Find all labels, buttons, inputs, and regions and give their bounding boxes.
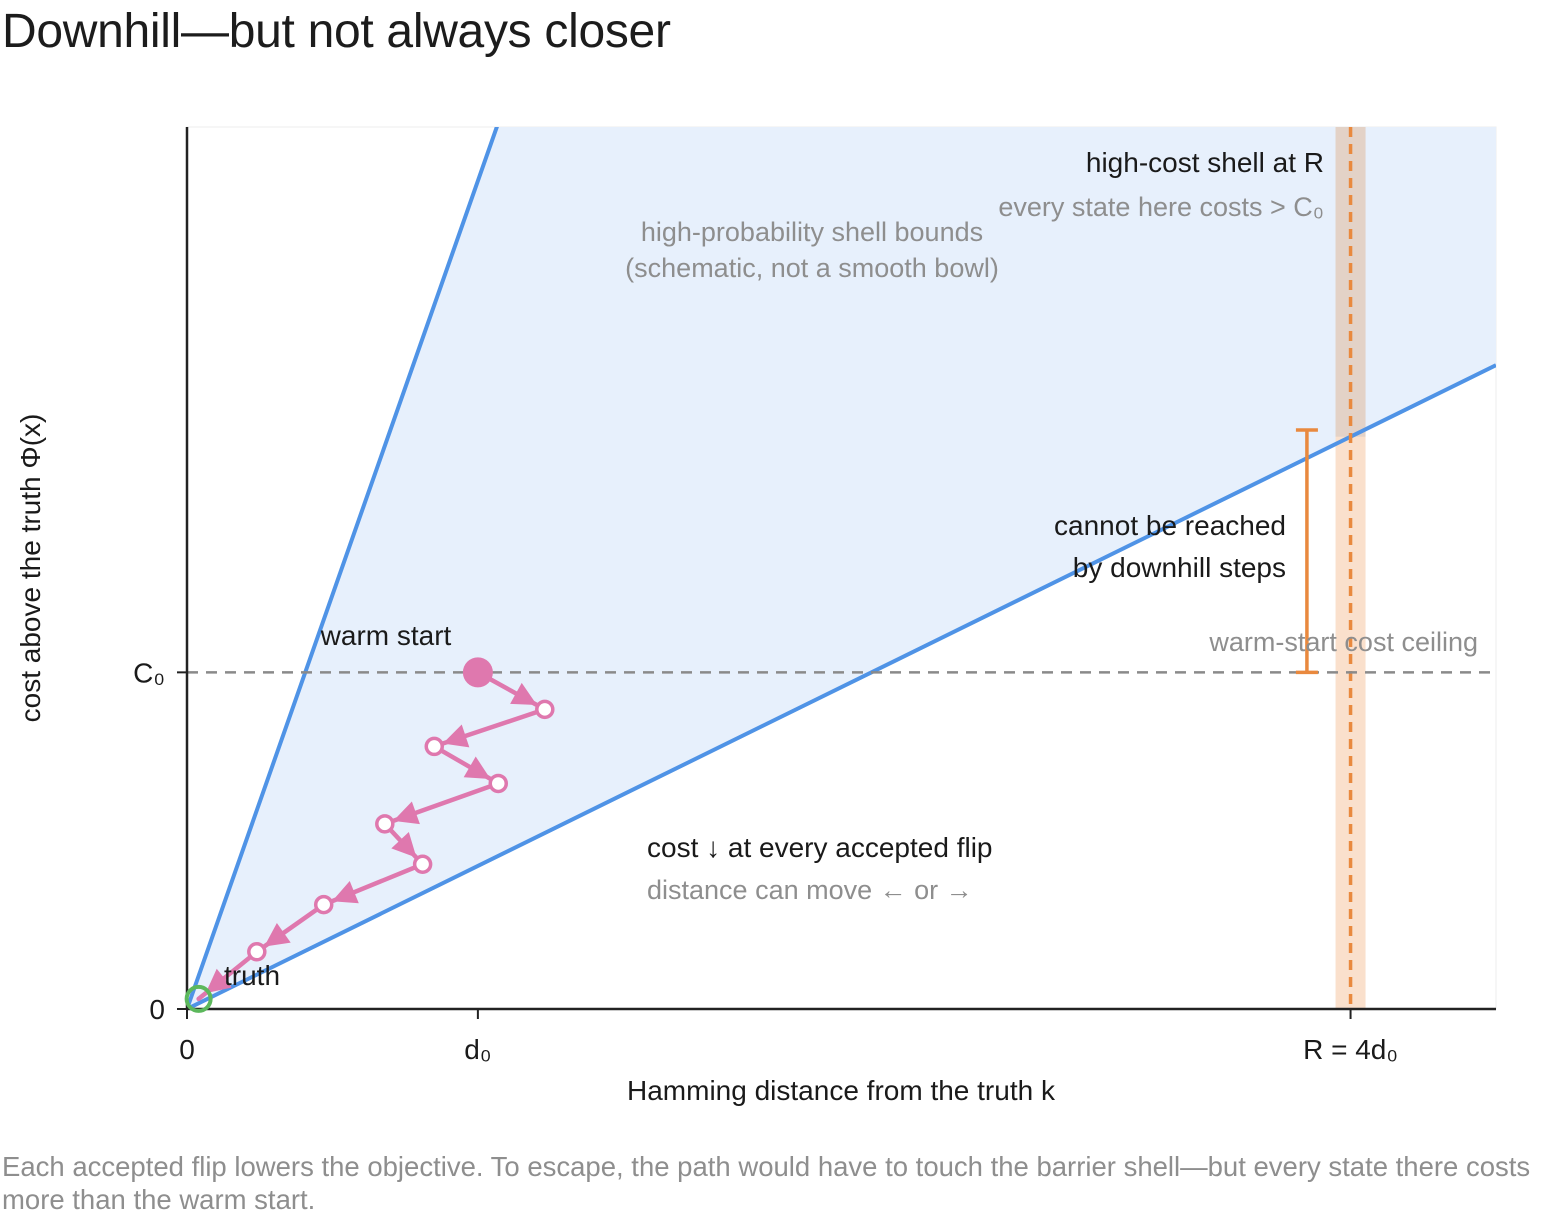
path-point — [490, 775, 506, 791]
path-point — [426, 738, 442, 754]
figure-caption: Each accepted flip lowers the objective.… — [2, 1150, 1532, 1216]
x-tick-label: 0 — [179, 1034, 195, 1065]
x-tick-label: R = 4d₀ — [1303, 1034, 1398, 1065]
path-point — [537, 701, 553, 717]
path-point — [377, 816, 393, 832]
path-point — [415, 856, 431, 872]
y-tick-label: C₀ — [133, 657, 165, 688]
x-axis-title: Hamming distance from the truth k — [627, 1075, 1056, 1106]
bounds-label-line2: (schematic, not a smooth bowl) — [625, 253, 999, 283]
ceiling-label: warm-start cost ceiling — [1208, 627, 1478, 657]
warm-start-marker — [463, 657, 493, 687]
unreachable-label-line1: cannot be reached — [1054, 510, 1286, 541]
y-tick-label: 0 — [149, 994, 165, 1025]
y-axis-title: cost above the truth Φ(x) — [15, 414, 46, 723]
descent-label-line1: cost ↓ at every accepted flip — [647, 832, 993, 863]
path-point — [249, 944, 265, 960]
x-tick-label: d₀ — [464, 1034, 491, 1065]
warm-start-label: warm start — [320, 620, 452, 651]
shell-sublabel: every state here costs > C₀ — [998, 192, 1324, 222]
path-point — [316, 897, 332, 913]
truth-label: truth — [224, 960, 280, 991]
unreachable-label-line2: by downhill steps — [1073, 552, 1286, 583]
bounds-label-line1: high-probability shell bounds — [641, 217, 983, 247]
shell-label: high-cost shell at R — [1086, 147, 1324, 178]
descent-label-line2: distance can move ← or → — [647, 875, 973, 905]
